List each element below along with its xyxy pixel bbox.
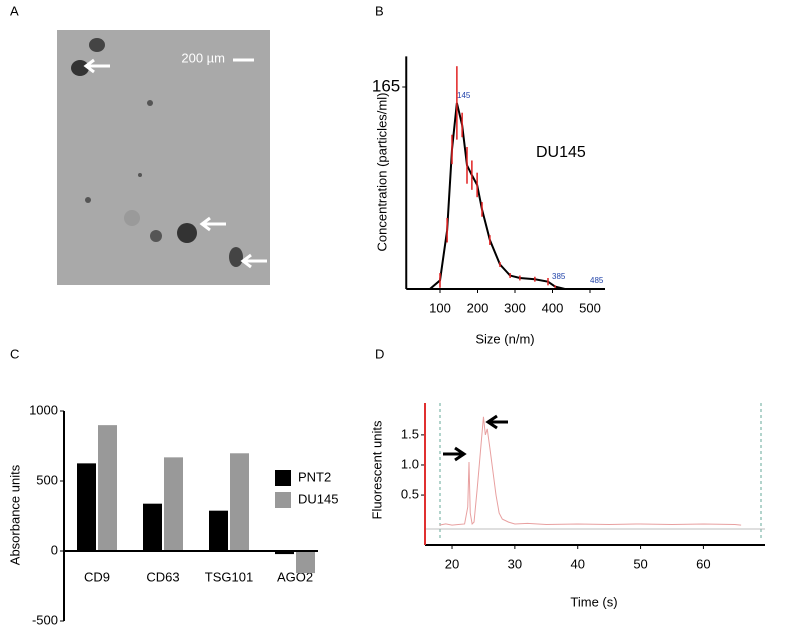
data-line [429,102,601,290]
x-tick-label: CD9 [84,569,110,584]
legend-swatch [275,470,291,486]
panel-label: A [10,3,19,18]
particle [71,60,89,76]
x-tick-label: 40 [570,556,584,571]
x-tick-label: 30 [508,556,522,571]
arrow [443,446,467,462]
x-tick-label: 50 [633,556,647,571]
annotation: 485 [590,276,604,285]
particle [89,38,105,52]
bar [296,551,315,574]
bar [77,463,96,551]
bar [209,510,228,551]
bar [164,457,183,551]
micrograph: 200 µm [57,30,270,285]
y-tick-label: 1000 [29,402,58,417]
arrow [199,216,226,232]
x-tick-label: CD63 [146,569,179,584]
arrow [485,414,508,430]
bar [143,503,162,551]
y-tick-label: 0 [51,542,58,557]
particle [124,210,140,226]
y-tick-label: 1.0 [401,456,419,471]
particle [147,100,153,106]
bar [98,425,117,551]
x-axis-label: Size (n/m) [475,331,534,346]
legend-label: PNT2 [298,469,331,484]
annotation: 145 [457,91,471,100]
y-tick-label: 1.5 [401,426,419,441]
scale-bar-label: 200 µm [181,50,225,65]
panel-label: D [375,346,384,361]
arrow [240,253,267,269]
y-tick-label: -500 [32,612,58,627]
y-tick-label: 0.5 [401,486,419,501]
panel-label: C [10,346,19,361]
annotation: DU145 [536,144,586,161]
bar [230,453,249,551]
particle [138,173,142,177]
x-tick-label: 500 [579,300,601,315]
x-tick-label: AGO2 [277,569,313,584]
legend-swatch [275,492,291,508]
y-axis-label: Fluorescent units [369,420,384,519]
y-tick-label: 500 [36,472,58,487]
x-tick-label: 200 [467,300,489,315]
panel-label: B [375,3,384,18]
y-axis-label: Concentration (particles/ml) [374,93,389,252]
x-tick-label: TSG101 [205,569,253,584]
x-tick-label: 20 [445,556,459,571]
particle [85,197,91,203]
x-axis-label: Time (s) [570,594,617,609]
data-line [439,416,742,526]
x-tick-label: 60 [696,556,710,571]
annotation: 385 [552,272,566,281]
arrow [83,58,110,74]
y-axis-label: Absorbance units [7,464,22,565]
particle [150,230,162,242]
x-tick-label: 100 [429,300,451,315]
legend-label: DU145 [298,491,338,506]
x-tick-label: 300 [504,300,526,315]
particle [229,247,243,267]
x-tick-label: 400 [542,300,564,315]
particle [177,223,197,243]
bar [275,551,294,555]
y-tick-label: 165 [372,76,400,95]
